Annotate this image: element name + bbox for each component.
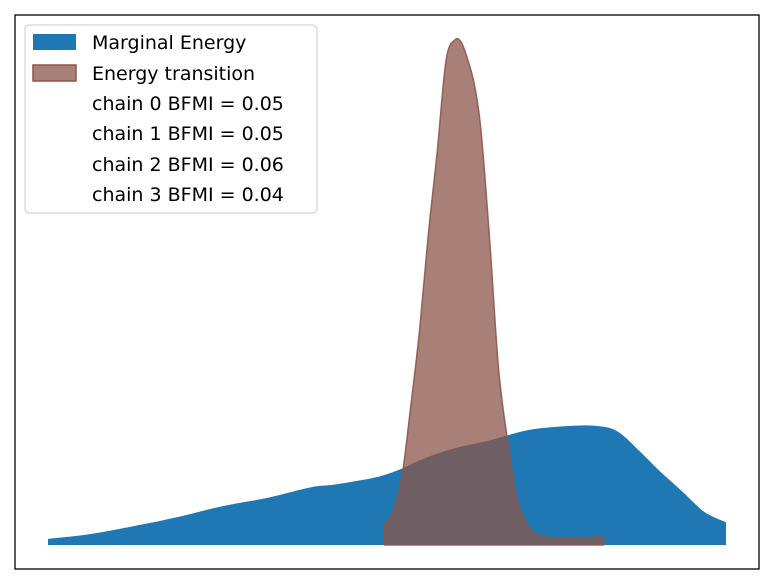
legend-swatch-marginal-energy [33,34,76,50]
legend-label-energy-transition: Energy transition [92,63,255,85]
legend-swatch-energy-transition [32,64,77,82]
series-area-energy-transition [384,37,605,546]
legend-label-chain-3: chain 3 BFMI = 0.04 [92,184,284,206]
legend-label-chain-1: chain 1 BFMI = 0.05 [92,123,284,145]
legend-box [24,24,318,214]
legend-label-marginal-energy: Marginal Energy [92,32,246,54]
series-area-marginal-energy [48,425,726,545]
legend-label-chain-2: chain 2 BFMI = 0.06 [92,154,284,176]
series-layer [48,37,726,546]
legend-label-chain-0: chain 0 BFMI = 0.05 [92,93,284,115]
legend: Marginal Energy Energy transition chain … [24,24,318,214]
